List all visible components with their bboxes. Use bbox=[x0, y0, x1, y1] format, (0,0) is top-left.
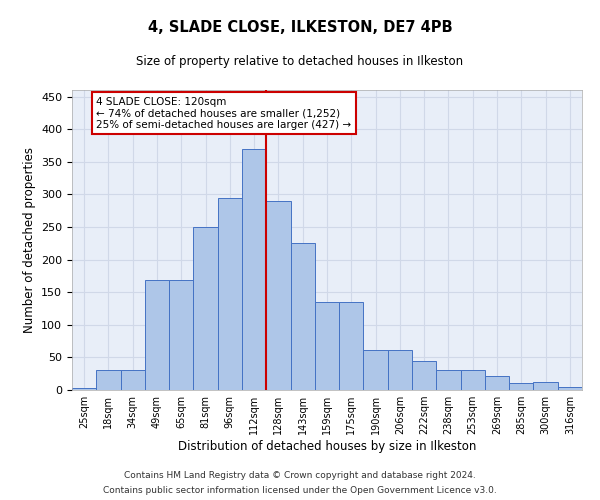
Bar bbox=[364, 350, 388, 390]
Bar bbox=[145, 280, 169, 390]
Text: 4 SLADE CLOSE: 120sqm
← 74% of detached houses are smaller (1,252)
25% of semi-d: 4 SLADE CLOSE: 120sqm ← 74% of detached … bbox=[96, 96, 352, 130]
X-axis label: Distribution of detached houses by size in Ilkeston: Distribution of detached houses by size … bbox=[178, 440, 476, 453]
Bar bbox=[193, 227, 218, 390]
Text: Contains public sector information licensed under the Open Government Licence v3: Contains public sector information licen… bbox=[103, 486, 497, 495]
Bar bbox=[436, 370, 461, 390]
Bar bbox=[315, 302, 339, 390]
Bar bbox=[388, 350, 412, 390]
Bar bbox=[96, 370, 121, 390]
Bar bbox=[509, 383, 533, 390]
Bar bbox=[242, 148, 266, 390]
Bar bbox=[461, 370, 485, 390]
Y-axis label: Number of detached properties: Number of detached properties bbox=[23, 147, 35, 333]
Bar bbox=[558, 386, 582, 390]
Bar bbox=[169, 280, 193, 390]
Text: Contains HM Land Registry data © Crown copyright and database right 2024.: Contains HM Land Registry data © Crown c… bbox=[124, 471, 476, 480]
Bar bbox=[339, 302, 364, 390]
Bar bbox=[218, 198, 242, 390]
Bar bbox=[121, 370, 145, 390]
Text: 4, SLADE CLOSE, ILKESTON, DE7 4PB: 4, SLADE CLOSE, ILKESTON, DE7 4PB bbox=[148, 20, 452, 35]
Bar bbox=[290, 244, 315, 390]
Text: Size of property relative to detached houses in Ilkeston: Size of property relative to detached ho… bbox=[136, 55, 464, 68]
Bar bbox=[72, 388, 96, 390]
Bar bbox=[485, 376, 509, 390]
Bar bbox=[266, 201, 290, 390]
Bar bbox=[533, 382, 558, 390]
Bar bbox=[412, 362, 436, 390]
